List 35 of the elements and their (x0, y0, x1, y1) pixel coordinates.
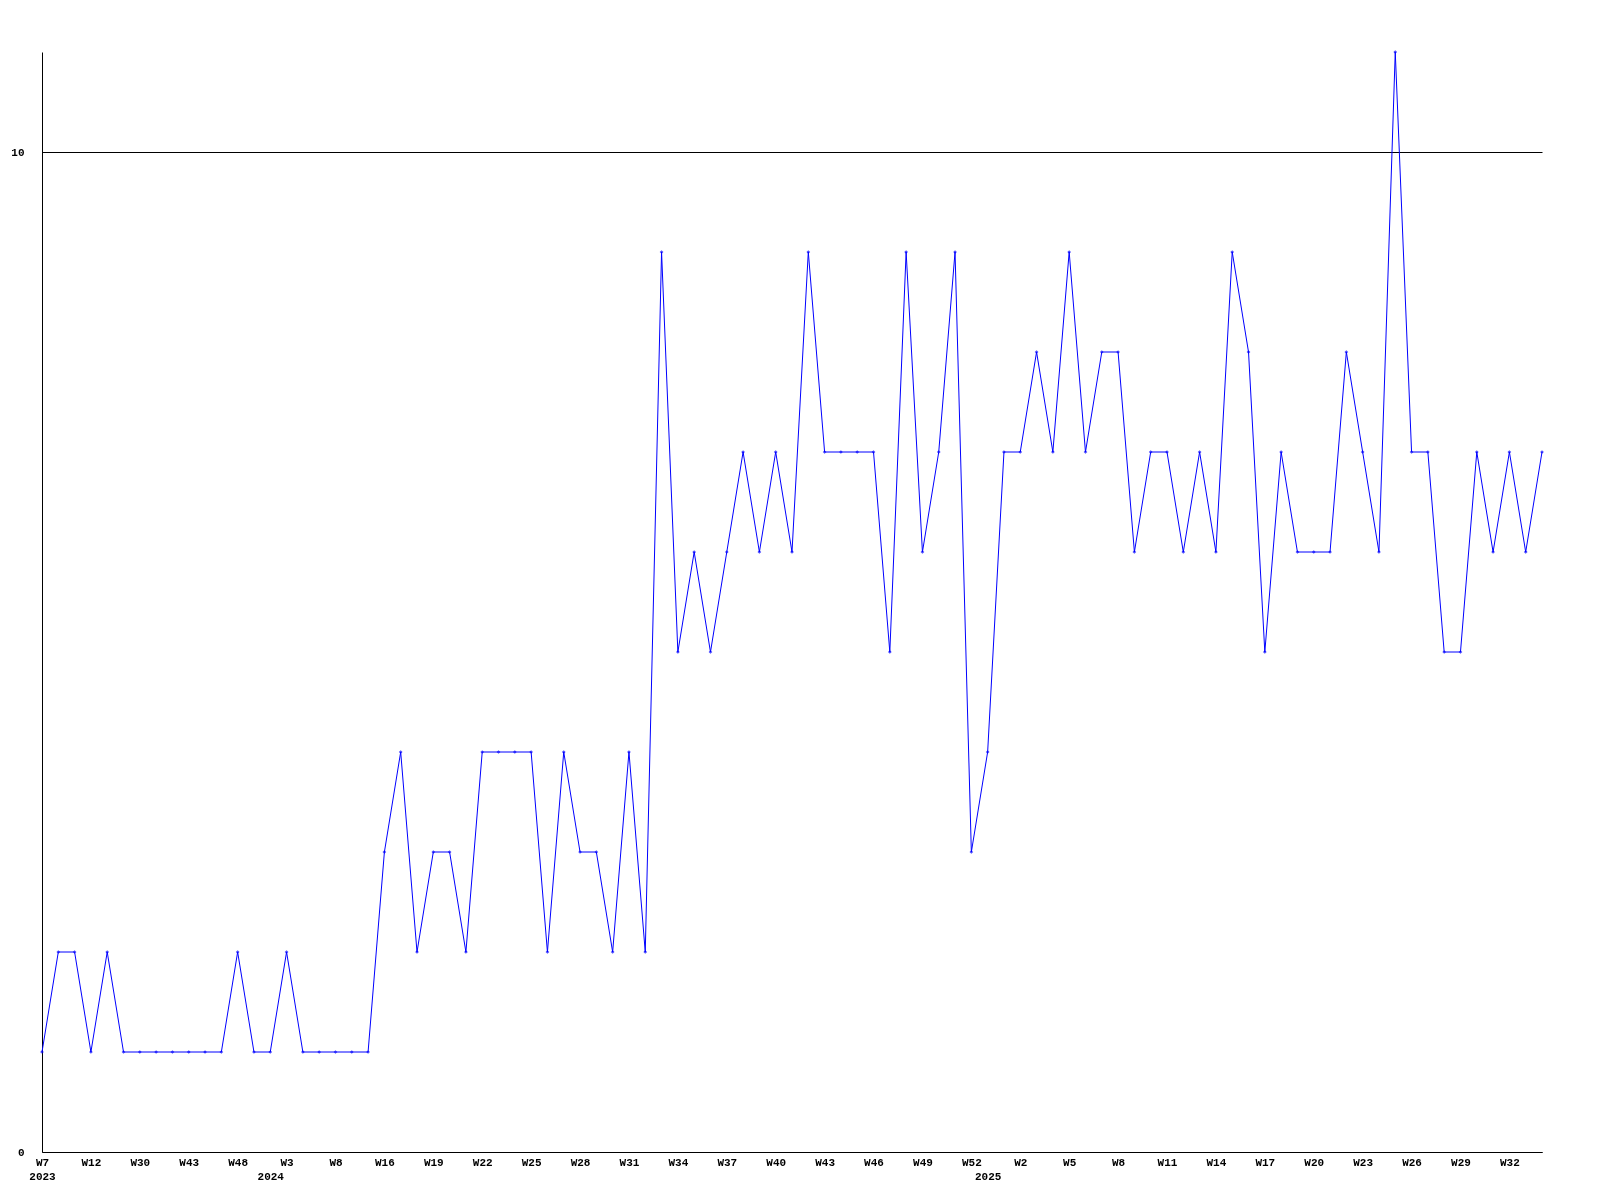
x-tick-label: W49 (913, 1156, 933, 1169)
x-tick-label: W30 (130, 1156, 151, 1169)
x-tick-label: W28 (570, 1156, 591, 1169)
x-tick-label: W43 (179, 1156, 200, 1169)
x-tick-label: W29 (1451, 1156, 1471, 1169)
x-tick-label: W11 (1157, 1156, 1178, 1169)
x-tick-label: W17 (1255, 1156, 1276, 1169)
x-tick-label: W14 (1206, 1156, 1227, 1169)
x-tick-label: W12 (81, 1156, 102, 1169)
x-tick-label: W19 (423, 1156, 444, 1169)
y-tick-label: 10 (11, 146, 25, 159)
x-tick-label: W8 (1111, 1156, 1126, 1169)
x-tick-label: W3 (280, 1156, 295, 1169)
x-tick-label: W7 2023 (29, 1156, 57, 1183)
x-tick-label: W8 (329, 1156, 343, 1169)
x-tick-label: W23 (1353, 1156, 1374, 1169)
x-tick-label: 2024 (257, 1170, 285, 1183)
x-tick-label: W26 (1402, 1156, 1422, 1169)
x-tick-label: W16 (374, 1156, 395, 1169)
y-tick-label: 0 (17, 1146, 25, 1159)
x-tick-label: W37 (717, 1156, 738, 1169)
x-tick-label: W25 (521, 1156, 542, 1169)
x-tick-label: W22 (472, 1156, 493, 1169)
x-tick-label: W52 (961, 1156, 982, 1169)
x-tick-label: W5 (1063, 1156, 1077, 1169)
x-tick-label: W2 (1014, 1156, 1028, 1169)
x-tick-label: W40 (766, 1156, 787, 1169)
x-tick-label: 2025 (974, 1170, 1002, 1183)
x-tick-label: W48 (228, 1156, 249, 1169)
x-tick-label: W20 (1304, 1156, 1325, 1169)
x-tick-label: W32 (1499, 1156, 1520, 1169)
x-tick-label: W34 (668, 1156, 689, 1169)
x-tick-label: W46 (864, 1156, 884, 1169)
x-tick-label: W43 (815, 1156, 836, 1169)
x-tick-label: W31 (619, 1156, 640, 1169)
